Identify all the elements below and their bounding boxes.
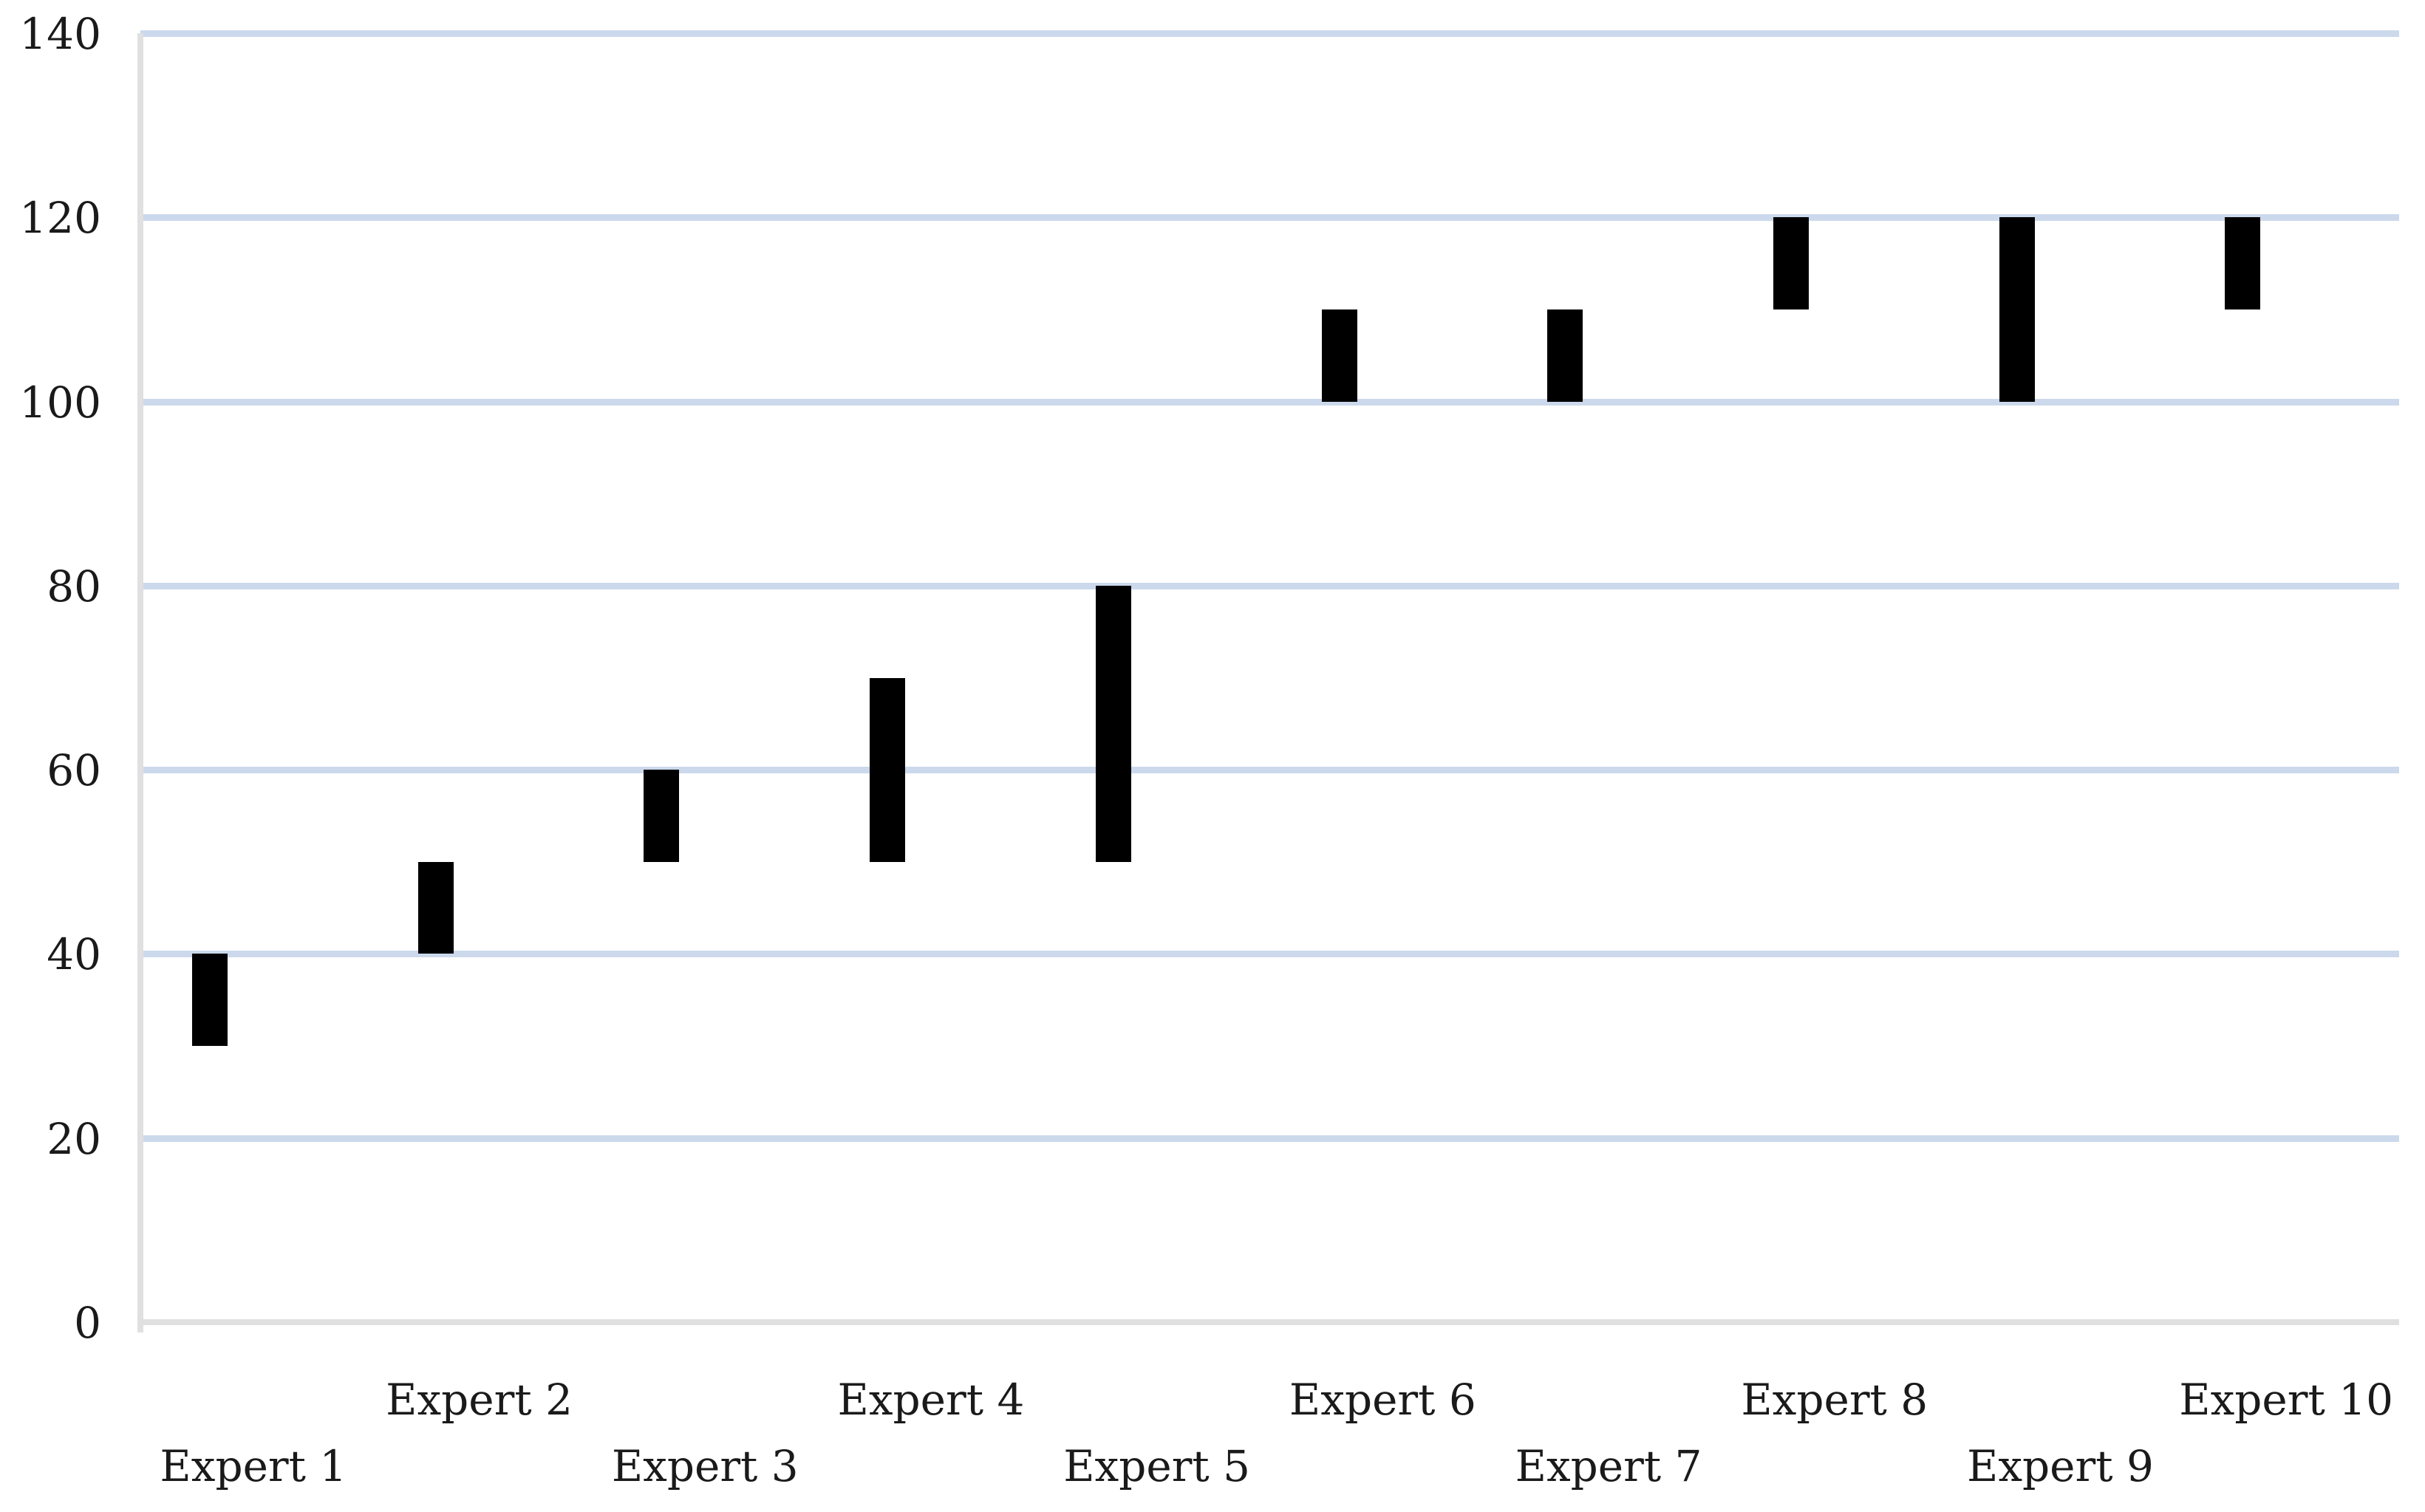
x-axis-line [137, 1319, 2399, 1325]
x-label-expert-7: Expert 7 [1515, 1441, 1702, 1491]
range-bar-expert-3 [644, 770, 680, 862]
x-label-expert-2: Expert 2 [386, 1375, 573, 1425]
y-gridline-80 [140, 582, 2399, 589]
y-gridline-40 [140, 951, 2399, 958]
y-gridline-60 [140, 767, 2399, 774]
range-bar-expert-8 [1773, 217, 1809, 309]
x-label-expert-5: Expert 5 [1063, 1441, 1251, 1491]
y-gridline-100 [140, 398, 2399, 406]
y-tick-label-40: 40 [47, 929, 101, 980]
x-label-expert-1: Expert 1 [160, 1441, 347, 1491]
range-bar-expert-9 [1999, 217, 2035, 402]
range-bar-expert-7 [1547, 309, 1583, 402]
y-tick-label-120: 120 [19, 193, 101, 244]
range-bar-expert-1 [192, 954, 228, 1047]
range-bar-expert-4 [870, 677, 906, 862]
x-label-expert-9: Expert 9 [1967, 1441, 2154, 1491]
x-label-expert-10: Expert 10 [2179, 1375, 2394, 1425]
range-bar-expert-10 [2225, 217, 2261, 309]
range-bar-expert-2 [417, 861, 454, 954]
y-tick-label-140: 140 [19, 9, 101, 59]
x-label-expert-6: Expert 6 [1289, 1375, 1476, 1425]
y-tick-label-0: 0 [74, 1298, 101, 1348]
y-gridline-140 [140, 30, 2399, 37]
x-label-expert-8: Expert 8 [1741, 1375, 1928, 1425]
y-tick-label-100: 100 [19, 377, 101, 428]
y-axis-line [137, 33, 143, 1333]
y-tick-label-20: 20 [47, 1113, 101, 1164]
y-gridline-120 [140, 214, 2399, 222]
range-bar-expert-5 [1095, 585, 1131, 862]
y-gridline-20 [140, 1135, 2399, 1142]
y-tick-label-80: 80 [47, 561, 101, 612]
range-bar-expert-6 [1321, 309, 1357, 402]
x-label-expert-4: Expert 4 [837, 1375, 1025, 1425]
x-label-expert-3: Expert 3 [611, 1441, 799, 1491]
y-tick-label-60: 60 [47, 745, 101, 796]
